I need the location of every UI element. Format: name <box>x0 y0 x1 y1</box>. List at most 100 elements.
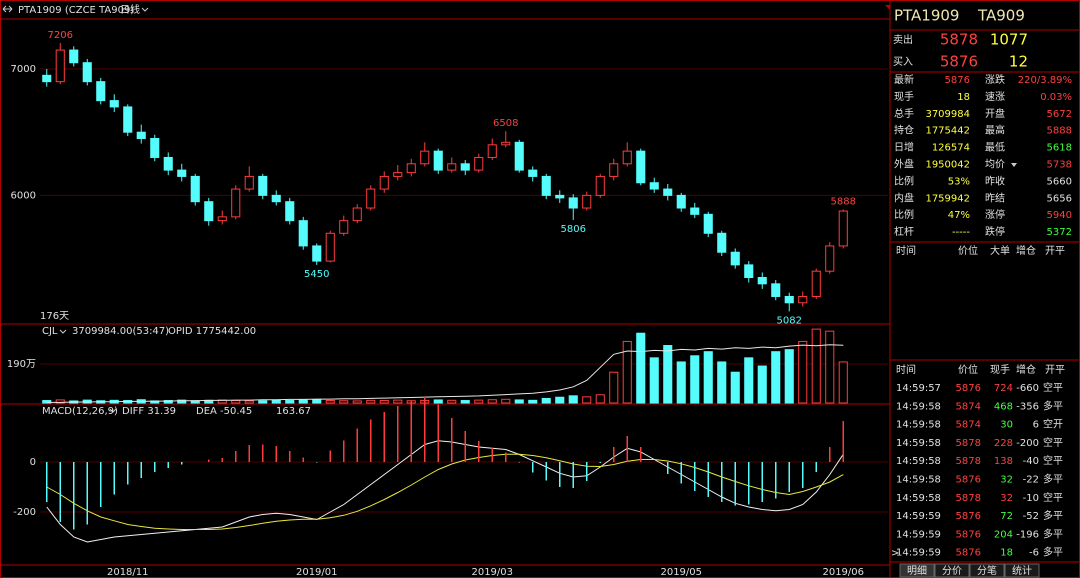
candle-body <box>649 182 659 190</box>
candle-body <box>325 232 335 262</box>
candle-body <box>379 175 389 190</box>
trade-time: 14:59:58 <box>896 401 941 412</box>
volume-bar <box>352 400 362 404</box>
trade-type: 空平 <box>1043 454 1063 467</box>
instrument-title: PTA1909 (CZCE TA909) <box>18 5 134 16</box>
volume-bar <box>258 400 268 404</box>
tab[interactable] <box>934 563 970 578</box>
high-label: 6508 <box>493 118 518 129</box>
trade-type: 空平 <box>1043 436 1063 449</box>
trade-oi-change: -356 <box>1016 401 1039 412</box>
volume-bar <box>541 397 551 404</box>
volume-bar <box>501 398 511 404</box>
stat-label: 最高 <box>985 124 1005 137</box>
stat-value: ----- <box>952 227 970 238</box>
stat-value: 1775442 <box>925 126 970 137</box>
stat-value: 5660 <box>1047 176 1072 187</box>
side-price: 5878 <box>940 31 978 49</box>
tab-label[interactable]: 分价 <box>942 565 962 577</box>
x-tick-label: 2019/01 <box>296 567 338 578</box>
legend-entry: 163.67 <box>276 406 311 417</box>
candle-body <box>811 270 821 297</box>
volume-bar <box>285 400 295 404</box>
stat-value: 1759942 <box>925 193 970 204</box>
stat-label: 总手 <box>894 107 914 120</box>
trade-price: 5876 <box>956 529 981 540</box>
volume-bar <box>811 328 821 404</box>
legend-entry: OPID 1775442.00 <box>168 326 256 337</box>
trade-time: 14:59:59 <box>896 511 941 522</box>
stat-label: 最新 <box>894 73 914 86</box>
dropdown-arrow[interactable] <box>1011 163 1017 167</box>
trade-time: 14:59:58 <box>896 493 941 504</box>
volume-bar <box>447 399 457 404</box>
tab-label[interactable]: 明细 <box>907 564 927 577</box>
volume-bar <box>649 357 659 404</box>
stat-label: 比例 <box>894 208 914 221</box>
volume-bar <box>757 365 767 404</box>
candle-body <box>528 169 538 177</box>
stat-value: 5372 <box>1047 227 1072 238</box>
column-header: 开平 <box>1045 246 1065 257</box>
candle-body <box>460 163 470 171</box>
tab[interactable] <box>1004 563 1040 578</box>
candle-body <box>703 213 713 234</box>
candle-body <box>568 197 578 209</box>
tab-label[interactable]: 分笔 <box>977 564 997 577</box>
stat-label: 昨收 <box>985 174 1005 187</box>
candle-body <box>433 150 443 171</box>
candle-body <box>730 251 740 266</box>
stat-label: 内盘 <box>894 191 914 204</box>
tab[interactable] <box>969 563 1005 578</box>
column-header: 价位 <box>958 363 978 376</box>
candle-body <box>312 245 322 262</box>
dropdown-arrow[interactable] <box>59 329 67 334</box>
candle-body <box>136 131 146 140</box>
volume-bar <box>622 340 632 404</box>
stat-label: 外盘 <box>894 158 914 171</box>
stat-label: 开盘 <box>985 107 1005 120</box>
trade-type: 多平 <box>1043 509 1063 522</box>
column-header: 时间 <box>896 244 916 257</box>
stat-value: 1950042 <box>925 160 970 171</box>
trade-volume: 30 <box>1000 420 1013 431</box>
candle-body <box>55 49 65 83</box>
candle-body <box>298 220 308 247</box>
high-label: 5888 <box>831 197 856 208</box>
stat-label: 比例 <box>894 174 914 187</box>
candle-body <box>42 74 52 83</box>
trade-price: 5878 <box>956 438 981 449</box>
trade-type: 空开 <box>1043 418 1063 431</box>
volume-bar <box>703 351 713 404</box>
candle-body <box>285 201 295 222</box>
x-tick-label: 2019/05 <box>660 567 702 578</box>
stat-value: 5618 <box>1047 143 1072 154</box>
candle-body <box>393 172 403 177</box>
volume-bar <box>798 340 808 404</box>
stat-label: 跌停 <box>985 225 1005 238</box>
trade-oi-change: 6 <box>1033 420 1039 431</box>
dropdown-arrow[interactable] <box>109 408 117 413</box>
candle-body <box>636 150 646 184</box>
trade-time: 14:59:57 <box>896 383 941 394</box>
stat-value: 5940 <box>1047 210 1072 221</box>
candle-body <box>420 150 430 165</box>
tab[interactable] <box>899 563 935 578</box>
dropdown-arrow[interactable] <box>141 7 149 12</box>
stat-value: 5888 <box>1047 126 1072 137</box>
candle-body <box>798 295 808 304</box>
volume-bar <box>393 399 403 404</box>
candle-body <box>204 201 214 222</box>
side-price: 5876 <box>940 53 978 71</box>
candle-body <box>555 194 565 199</box>
stat-value: 53% <box>948 176 970 187</box>
back-icon[interactable] <box>2 5 13 13</box>
volume-bar <box>177 399 187 404</box>
trade-price: 5876 <box>956 511 981 522</box>
tab-label[interactable]: 统计 <box>1012 564 1032 577</box>
trade-price: 5876 <box>956 383 981 394</box>
period[interactable]: 日线 <box>120 3 140 16</box>
trade-volume: 228 <box>994 438 1013 449</box>
column-header: 价位 <box>958 244 978 257</box>
